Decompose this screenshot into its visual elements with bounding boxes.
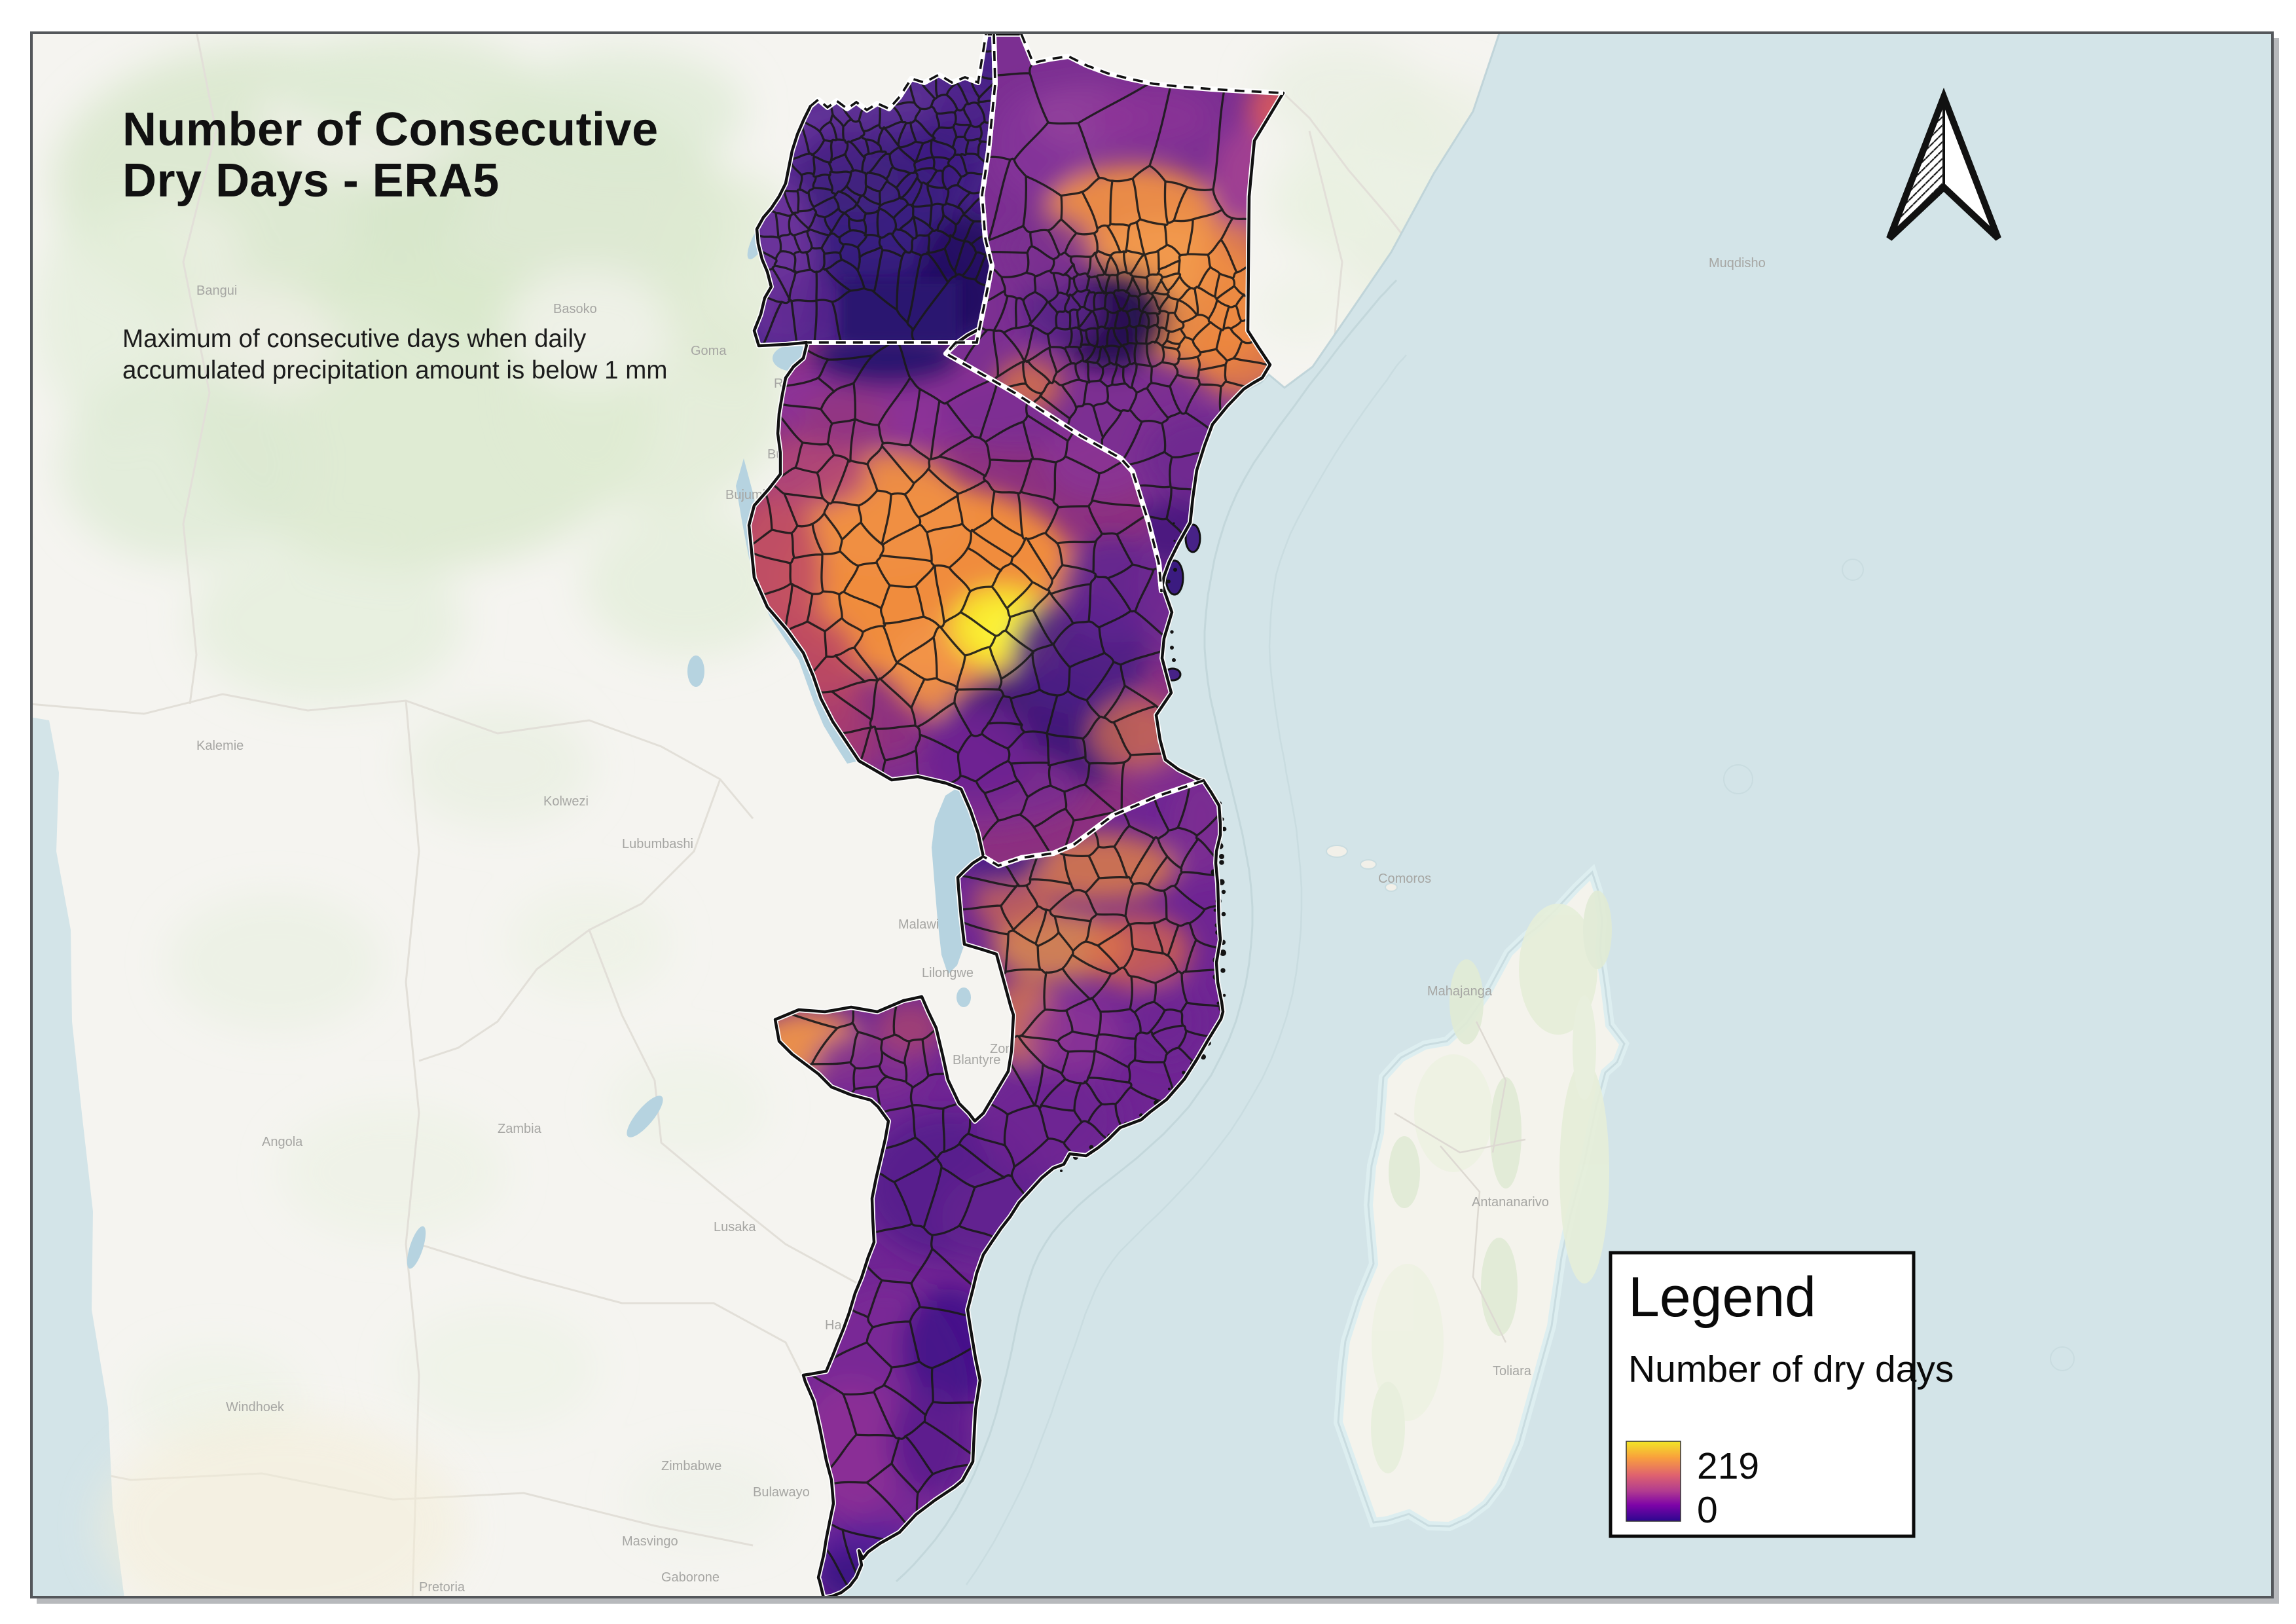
svg-text:accumulated precipitation amou: accumulated precipitation amount is belo…: [122, 356, 667, 384]
svg-text:Angola: Angola: [262, 1135, 303, 1149]
svg-text:Goma: Goma: [691, 344, 727, 358]
svg-text:Maximum of consecutive days wh: Maximum of consecutive days when daily: [122, 325, 587, 353]
svg-text:Zambia: Zambia: [498, 1122, 542, 1136]
svg-text:Mahajanga: Mahajanga: [1427, 984, 1493, 999]
svg-text:Toliara: Toliara: [1493, 1364, 1532, 1378]
svg-text:Number of dry days: Number of dry days: [1628, 1348, 1954, 1390]
svg-text:Lusaka: Lusaka: [714, 1220, 756, 1234]
svg-text:Muqdisho: Muqdisho: [1709, 256, 1766, 270]
svg-text:219: 219: [1697, 1445, 1759, 1487]
svg-text:Comoros: Comoros: [1378, 872, 1431, 886]
svg-text:Dry Days - ERA5: Dry Days - ERA5: [122, 155, 500, 207]
svg-text:Number of Consecutive: Number of Consecutive: [122, 103, 659, 156]
svg-text:Windhoek: Windhoek: [226, 1400, 285, 1414]
svg-text:Zimbabwe: Zimbabwe: [661, 1459, 721, 1473]
svg-text:0: 0: [1697, 1489, 1718, 1531]
svg-text:Malawi: Malawi: [898, 917, 939, 932]
svg-text:Kolwezi: Kolwezi: [543, 794, 589, 809]
svg-text:Pretoria: Pretoria: [419, 1580, 465, 1595]
svg-text:Legend: Legend: [1628, 1266, 1816, 1329]
svg-text:Kalemie: Kalemie: [196, 739, 244, 753]
svg-text:Bangui: Bangui: [196, 284, 237, 298]
svg-text:Lilongwe: Lilongwe: [922, 966, 974, 980]
svg-text:Lubumbashi: Lubumbashi: [622, 837, 693, 851]
svg-text:Antananarivo: Antananarivo: [1472, 1195, 1549, 1209]
svg-text:Gaborone: Gaborone: [661, 1570, 720, 1585]
svg-text:Bulawayo: Bulawayo: [753, 1485, 810, 1500]
svg-text:Masvingo: Masvingo: [622, 1534, 678, 1549]
svg-text:Basoko: Basoko: [553, 302, 597, 316]
svg-text:Blantyre: Blantyre: [953, 1053, 1000, 1067]
